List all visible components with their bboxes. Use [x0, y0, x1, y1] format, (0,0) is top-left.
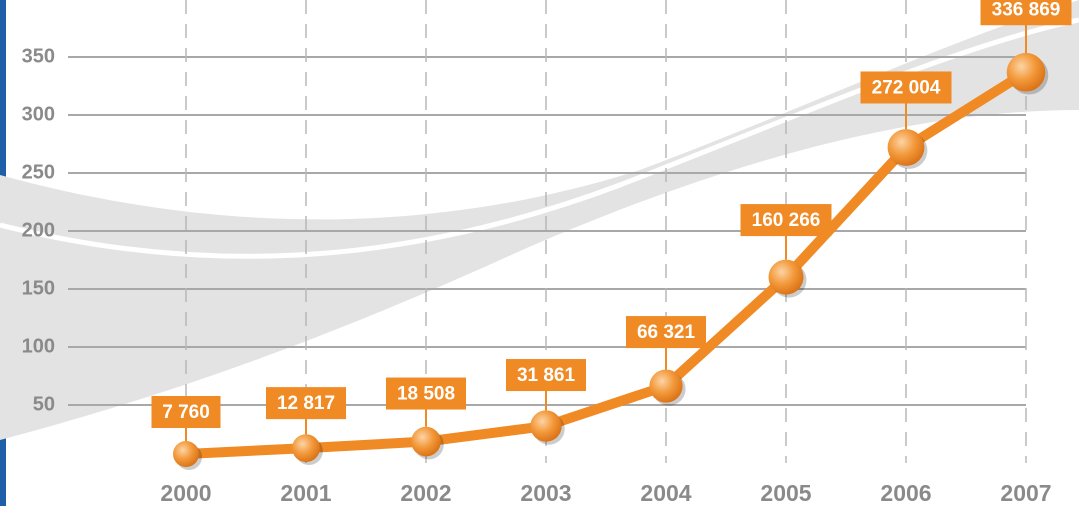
y-tick-label: 250 — [22, 161, 55, 183]
y-tick-label: 50 — [33, 393, 55, 415]
value-label: 336 869 — [992, 0, 1061, 20]
data-line — [185, 67, 1029, 459]
label-box — [151, 395, 221, 428]
data-point — [292, 434, 320, 463]
x-tick-label: 2006 — [880, 480, 931, 506]
y-tick-label: 200 — [22, 219, 55, 241]
data-point — [649, 369, 683, 403]
background-stripe — [0, 17, 1079, 259]
label-box — [506, 359, 586, 392]
value-label: 272 004 — [872, 77, 941, 98]
y-tick-label: 150 — [22, 277, 55, 299]
value-label: 160 266 — [752, 210, 821, 231]
value-label: 12 817 — [277, 393, 335, 414]
y-tick-label: 100 — [22, 335, 55, 357]
x-tick-label: 2005 — [760, 480, 811, 506]
x-tick-label: 2002 — [400, 480, 451, 506]
value-label: 66 321 — [637, 322, 696, 343]
data-point — [530, 410, 562, 442]
x-tick-label: 2003 — [520, 480, 571, 506]
x-tick-label: 2000 — [160, 480, 211, 506]
y-tick-label: 350 — [22, 45, 55, 67]
label-box — [980, 0, 1072, 26]
label-box — [626, 316, 706, 349]
data-point — [1006, 52, 1046, 92]
data-point — [173, 440, 199, 467]
y-tick-label: 300 — [22, 103, 55, 125]
value-label: 31 861 — [517, 365, 576, 386]
x-tick-label: 2004 — [640, 480, 691, 506]
label-box — [386, 377, 466, 410]
data-point — [411, 426, 441, 457]
data-point — [887, 129, 925, 166]
label-box — [740, 204, 832, 237]
data-point — [768, 259, 804, 295]
value-label: 7 760 — [162, 402, 210, 423]
x-tick-label: 2007 — [1000, 480, 1051, 506]
x-tick-label: 2001 — [280, 480, 331, 506]
value-label: 18 508 — [397, 384, 455, 405]
label-box — [860, 71, 952, 104]
label-box — [266, 387, 346, 420]
